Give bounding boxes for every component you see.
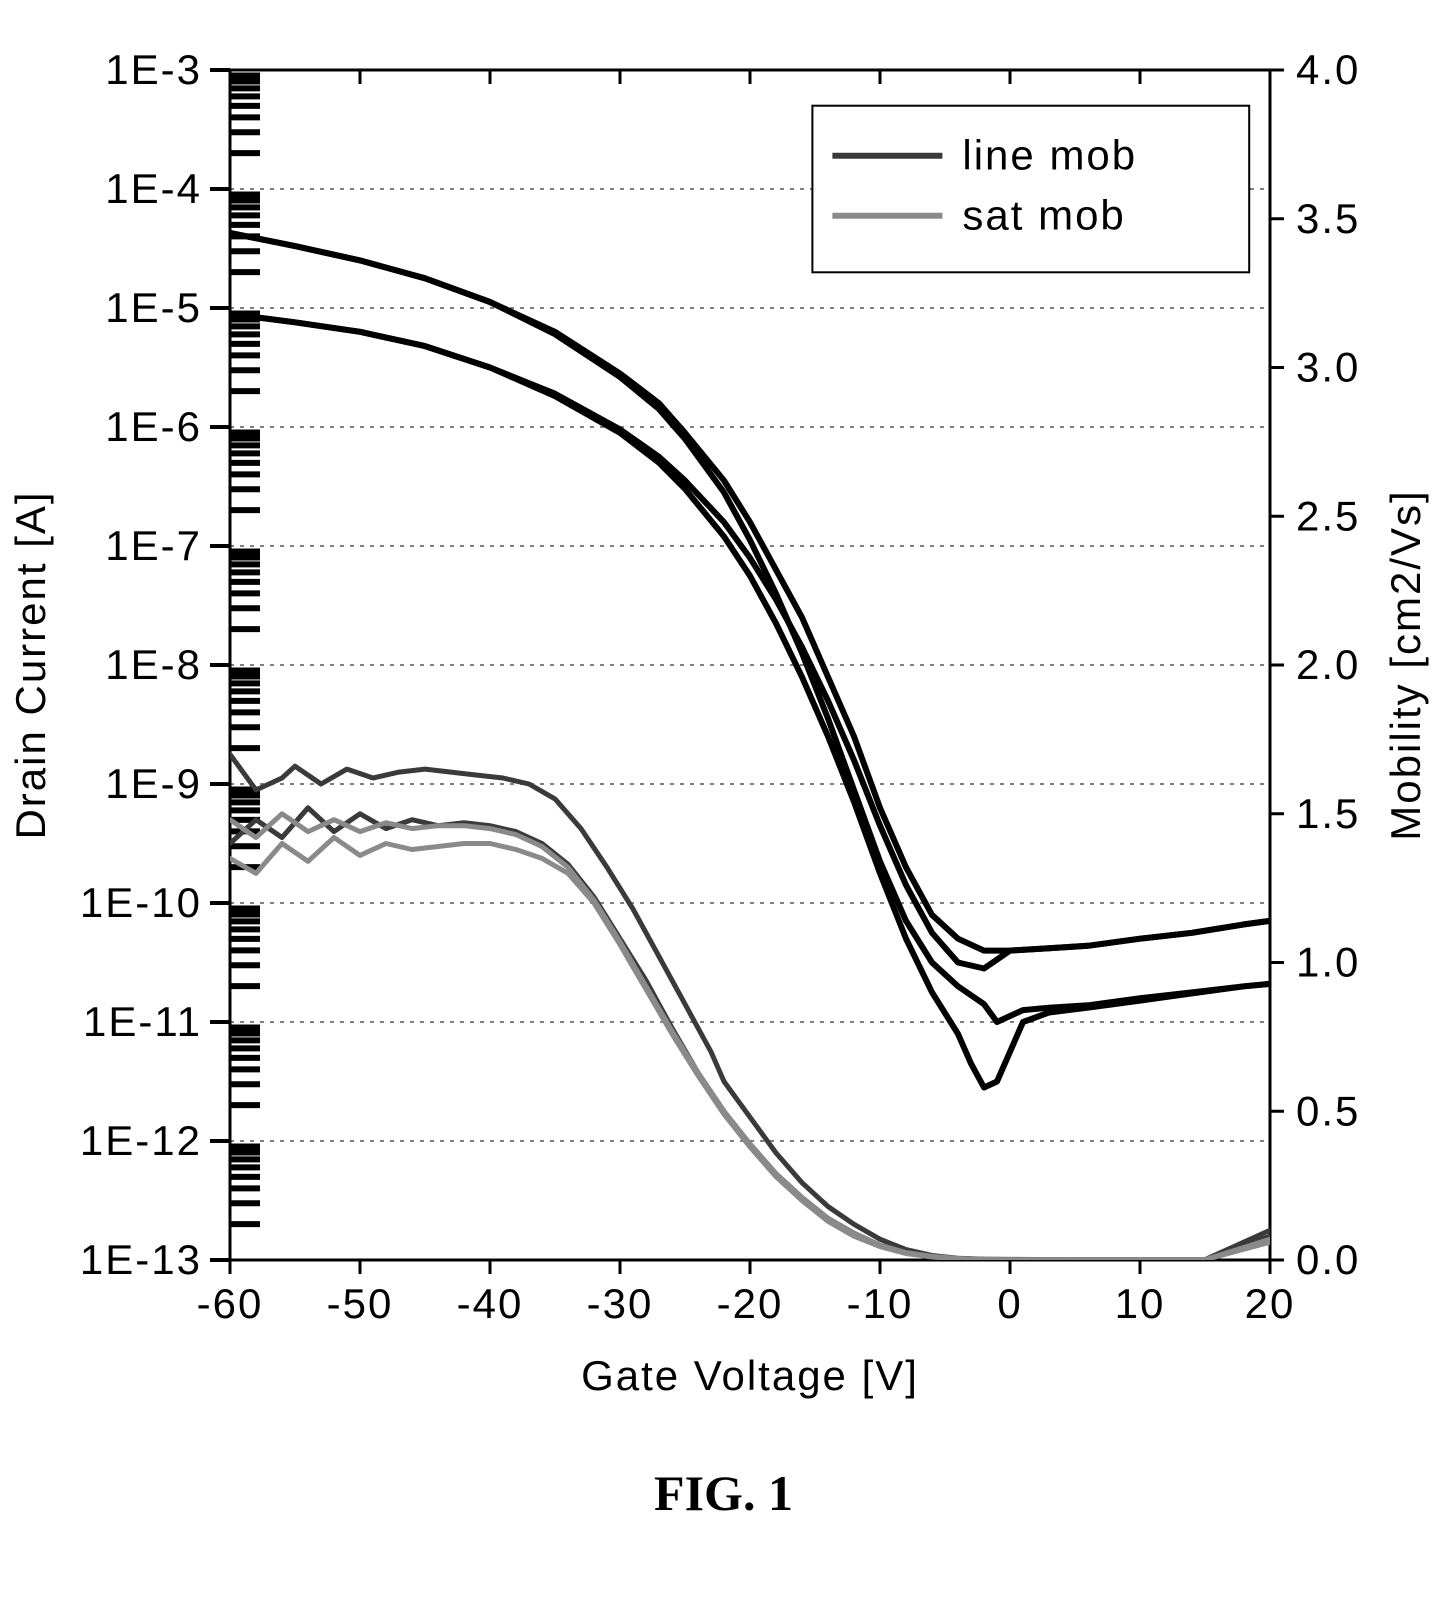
- y-right-tick-label: 4.0: [1296, 46, 1360, 93]
- y-left-tick-label: 1E-4: [105, 165, 202, 212]
- x-tick-label: 10: [1115, 1280, 1166, 1327]
- x-tick-label: -10: [847, 1280, 914, 1327]
- y-right-tick-label: 3.5: [1296, 195, 1360, 242]
- figure-caption: FIG. 1: [654, 1465, 793, 1521]
- y-left-tick-label: 1E-9: [105, 760, 202, 807]
- y-left-tick-label: 1E-6: [105, 403, 202, 450]
- x-tick-label: -20: [717, 1280, 784, 1327]
- x-tick-label: 20: [1245, 1280, 1296, 1327]
- y-right-tick-label: 3.0: [1296, 344, 1360, 391]
- y-left-tick-label: 1E-10: [80, 879, 202, 926]
- x-tick-label: -30: [587, 1280, 654, 1327]
- y-right-tick-label: 0.0: [1296, 1236, 1360, 1283]
- legend-label: sat mob: [962, 192, 1125, 239]
- y-right-tick-label: 2.5: [1296, 492, 1360, 539]
- y-left-tick-label: 1E-7: [105, 522, 202, 569]
- y-left-tick-label: 1E-3: [105, 46, 202, 93]
- legend-label: line mob: [962, 132, 1137, 179]
- y-right-tick-label: 0.5: [1296, 1087, 1360, 1134]
- x-axis-label: Gate Voltage [V]: [581, 1352, 919, 1399]
- transfer-curve-chart: -60 -50 -40 -30 -20 -10 0 10 20 Gate Voltage [V] 1…: [0, 0, 1447, 1610]
- y-left-axis: 1E-13 1E-12 1E-11 1E-10 1E-9 1E-8 1E-7 1E-6 1E-5…: [7, 46, 260, 1283]
- y-left-tick-label: 1E-5: [105, 284, 202, 331]
- y-right-tick-label: 2.0: [1296, 641, 1360, 688]
- y-right-axis: 0.0 0.5 1.0 1.5 2.0 2.5 3.0 3.5 4.0 Mobility [cm2…: [1270, 46, 1429, 1283]
- y-right-tick-label: 1.0: [1296, 939, 1360, 986]
- x-tick-label: -60: [197, 1280, 264, 1327]
- x-tick-label: 0: [997, 1280, 1022, 1327]
- x-tick-label: -40: [457, 1280, 524, 1327]
- x-tick-label: -50: [327, 1280, 394, 1327]
- y-right-tick-label: 1.5: [1296, 790, 1360, 837]
- y-left-tick-label: 1E-12: [80, 1117, 202, 1164]
- legend: line mob sat mob: [812, 106, 1249, 273]
- y-right-axis-label: Mobility [cm2/Vs]: [1382, 489, 1429, 840]
- y-left-axis-label: Drain Current [A]: [7, 490, 54, 839]
- y-left-tick-label: 1E-11: [83, 998, 202, 1045]
- y-left-tick-label: 1E-8: [105, 641, 202, 688]
- y-left-tick-label: 1E-13: [80, 1236, 202, 1283]
